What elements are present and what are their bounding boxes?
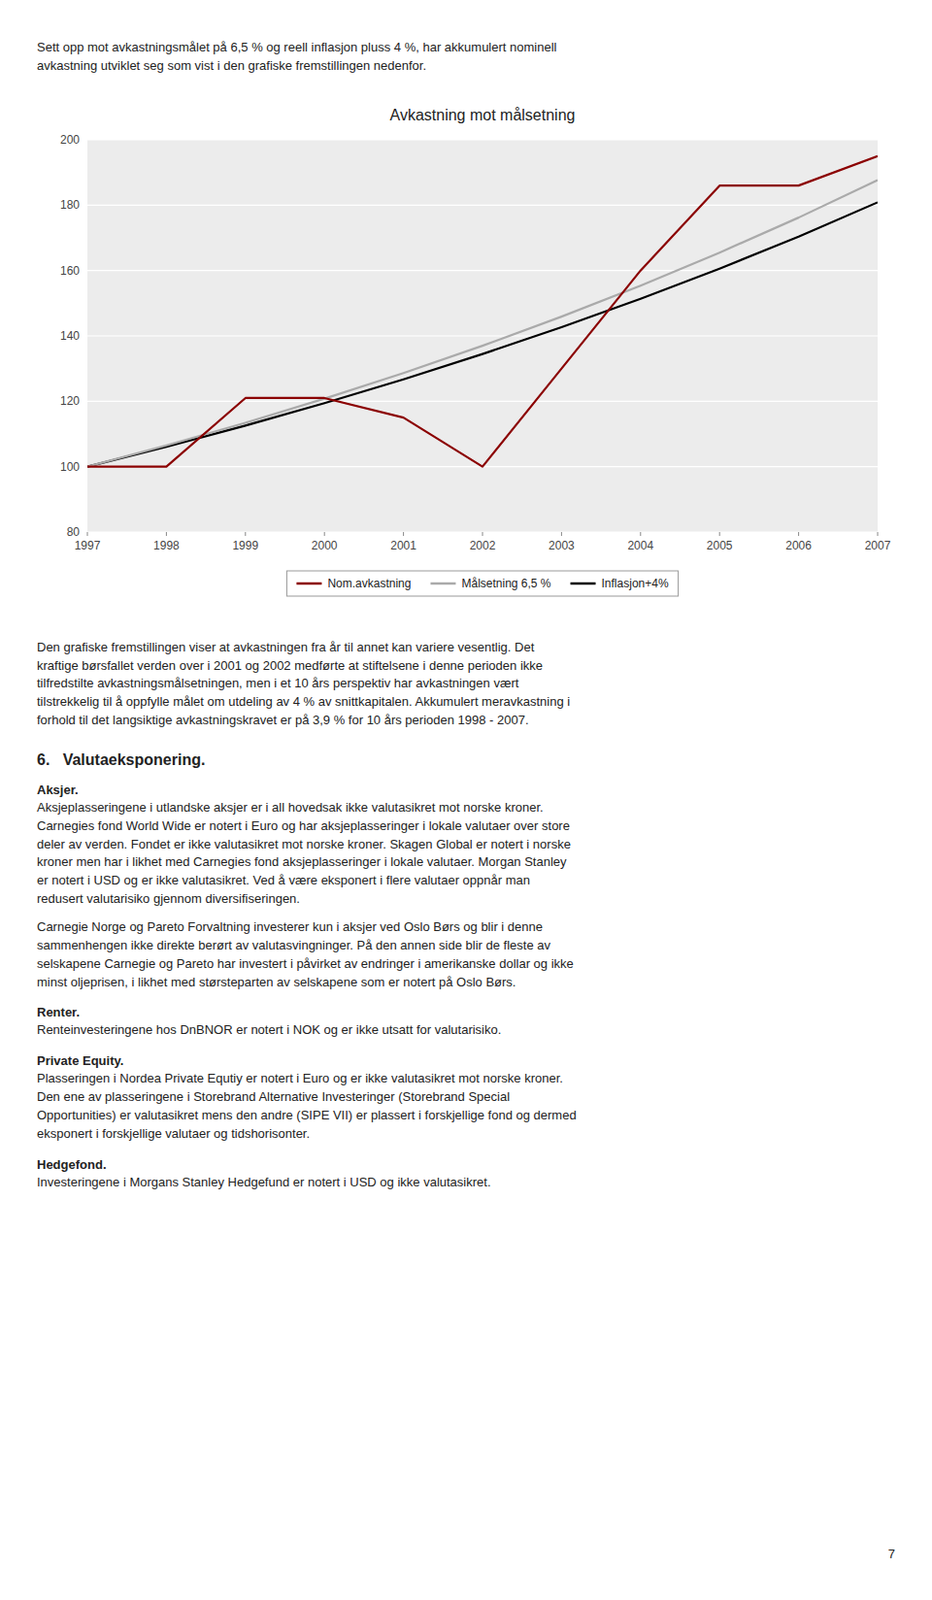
subsection-title: Aksjer. — [36, 782, 896, 798]
subsection-title: Hedgefond. — [36, 1157, 896, 1172]
y-tick-label: 80 — [66, 525, 81, 539]
plot-area — [87, 139, 878, 533]
x-tick — [166, 532, 167, 536]
legend-swatch — [570, 581, 597, 585]
x-tick-label: 2001 — [390, 538, 417, 553]
legend-label: Inflasjon+4% — [601, 576, 669, 591]
lines — [87, 156, 878, 467]
legend-swatch — [296, 581, 322, 585]
x-tick — [244, 532, 246, 536]
series-line — [87, 201, 878, 466]
grid-line — [87, 203, 878, 205]
legend-swatch — [430, 581, 456, 585]
subsection-title: Private Equity. — [36, 1053, 896, 1068]
legend-label: Målsetning 6,5 % — [461, 576, 551, 591]
x-tick-label: 2002 — [469, 538, 497, 553]
body-text: Plasseringen i Nordea Private Equtiy er … — [36, 1069, 896, 1143]
x-tick — [87, 532, 89, 536]
grid-line — [87, 334, 878, 336]
grid-line — [87, 269, 878, 271]
body-text: Renteinvesteringene hos DnBNOR er notert… — [36, 1021, 896, 1040]
grid-line — [87, 138, 878, 140]
x-tick — [639, 532, 641, 536]
y-tick-label: 100 — [60, 459, 80, 473]
x-tick-label: 1998 — [153, 538, 180, 553]
series-line — [87, 179, 878, 466]
chart-title: Avkastning mot målsetning — [390, 106, 576, 124]
y-tick-label: 140 — [60, 329, 80, 343]
legend-box — [286, 570, 678, 597]
x-tick-label: 2003 — [548, 538, 575, 553]
x-tick-label: 2000 — [311, 538, 338, 553]
body-text: Aksjeplasseringene i utlandske aksjer er… — [36, 798, 896, 909]
x-tick — [798, 532, 799, 536]
subsection-title: Renter. — [36, 1004, 896, 1020]
description-text: Den grafiske fremstillingen viser at avk… — [36, 638, 896, 731]
x-tick-label: 1999 — [232, 538, 259, 553]
x-tick — [561, 532, 563, 536]
x-tick-label: 1997 — [74, 538, 101, 553]
y-tick-label: 200 — [60, 133, 80, 147]
x-tick — [719, 532, 721, 536]
y-tick-label: 180 — [60, 198, 80, 212]
x-tick — [482, 532, 484, 536]
x-tick-label: 2007 — [865, 538, 892, 553]
y-tick-label: 120 — [60, 394, 80, 408]
x-tick — [402, 532, 404, 536]
body-text: Investeringene i Morgans Stanley Hedgefu… — [36, 1173, 896, 1193]
x-tick — [877, 532, 879, 536]
y-tick-label: 160 — [60, 263, 80, 277]
page: Sett opp mot avkastningsmålet på 6,5 % o… — [0, 0, 932, 1600]
x-tick-label: 2006 — [785, 538, 812, 553]
body-text: Carnegie Norge og Pareto Forvaltning inv… — [36, 918, 896, 992]
chart: Avkastning mot målsetning 80 100 120 140 160 1… — [36, 95, 896, 620]
x-tick-label: 2004 — [627, 538, 654, 553]
legend: Nom.avkastning Målsetning 6,5 % Inflasjon+… — [286, 570, 678, 597]
series-line — [87, 156, 878, 467]
section-title: 6. Valutaeksponering. — [36, 751, 896, 769]
grid-line — [87, 399, 878, 401]
x-tick-label: 2005 — [706, 538, 733, 553]
x-tick — [324, 532, 326, 536]
intro-text: Sett opp mot avkastningsmålet på 6,5 % o… — [36, 38, 896, 76]
page-number: 7 — [888, 1546, 896, 1562]
legend-label: Nom.avkastning — [327, 576, 411, 591]
